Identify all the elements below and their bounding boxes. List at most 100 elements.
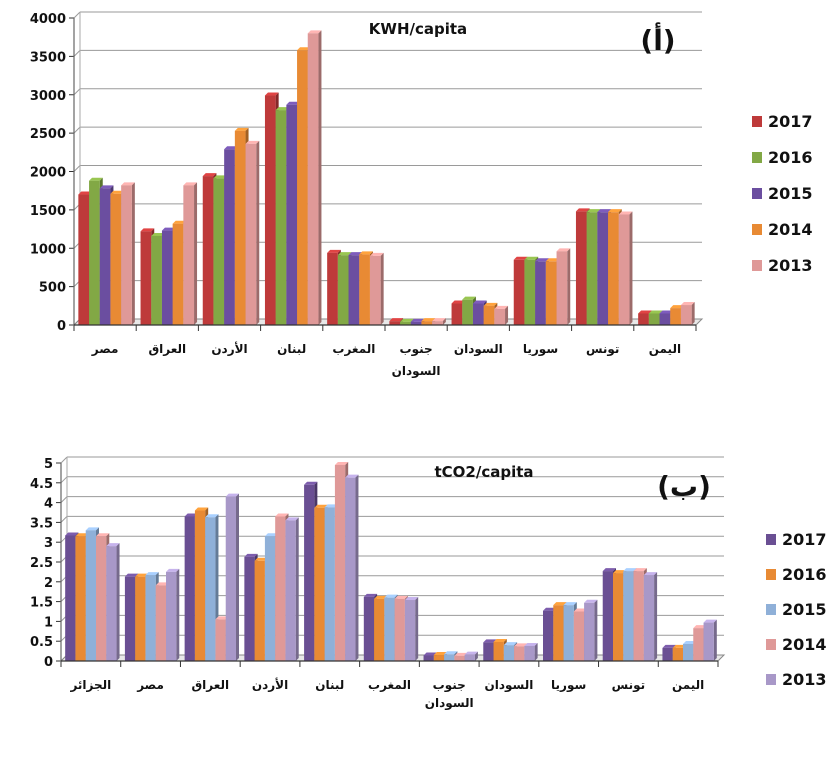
kwh-bar-top xyxy=(245,140,260,144)
co2-bar xyxy=(563,605,574,661)
co2-bar-top xyxy=(584,599,598,603)
kwh-bar xyxy=(213,178,225,325)
kwh-bar-top xyxy=(297,47,311,51)
co2-bar-side xyxy=(176,568,180,661)
co2-bar xyxy=(703,622,714,661)
kwh-bar-side xyxy=(194,182,198,325)
kwh-bar-top xyxy=(161,227,176,231)
kwh-grid-diag xyxy=(73,165,81,172)
kwh-bar xyxy=(432,321,443,325)
co2-bar xyxy=(394,598,405,661)
co2-category-label: مصر xyxy=(136,678,164,692)
kwh-bar-top xyxy=(286,101,301,105)
kwh-bar xyxy=(575,211,587,325)
kwh-y-tick-label: 2000 xyxy=(30,166,66,181)
co2-bar-top xyxy=(205,514,219,518)
co2-bar xyxy=(324,507,335,661)
co2-grid-diag xyxy=(60,516,68,523)
co2-bar-top xyxy=(693,625,707,629)
kwh-y-tick-label: 4000 xyxy=(30,12,66,27)
kwh-chart-title: KWH/capita xyxy=(369,20,467,38)
co2-y-tick-label: 2.5 xyxy=(30,556,53,571)
kwh-bar-side xyxy=(380,252,384,325)
kwh-bar-top xyxy=(400,318,414,322)
co2-bar xyxy=(275,516,286,661)
co2-bar-top xyxy=(264,533,279,537)
co2-grid-diag xyxy=(60,456,68,464)
co2-category-label: لبنان xyxy=(315,678,344,692)
co2-legend-swatch xyxy=(766,674,776,685)
kwh-legend-label: 2014 xyxy=(768,220,813,239)
kwh-bar-side xyxy=(442,318,446,325)
kwh-bar-top xyxy=(421,318,436,322)
kwh-bar xyxy=(421,321,433,325)
kwh-bar-side xyxy=(256,140,260,325)
co2-bar xyxy=(423,655,434,661)
co2-category-label: الجزائر xyxy=(69,678,111,692)
co2-bar xyxy=(374,598,385,661)
kwh-bar xyxy=(110,193,122,325)
co2-bar-top xyxy=(166,568,180,572)
co2-bar-top xyxy=(384,594,398,598)
kwh-bar xyxy=(369,255,381,325)
kwh-bar-top xyxy=(307,30,322,34)
co2-y-tick-label: 4 xyxy=(44,497,53,512)
kwh-bar-top xyxy=(659,310,674,314)
co2-bar xyxy=(493,641,504,661)
kwh-bar-top xyxy=(608,209,622,213)
co2-bar xyxy=(643,575,655,661)
co2-bar-top xyxy=(244,553,258,557)
kwh-bar xyxy=(483,305,495,325)
co2-category-label: اليمن xyxy=(672,678,704,692)
co2-bar-side xyxy=(116,543,120,661)
co2-y-tick-label: 0.5 xyxy=(30,635,53,650)
kwh-legend-swatch xyxy=(752,188,762,199)
co2-bar-side xyxy=(236,493,240,661)
co2-bar-top xyxy=(503,642,518,646)
kwh-bar-top xyxy=(202,173,217,177)
co2-legend-swatch xyxy=(766,569,776,580)
co2-y-tick-label: 3.5 xyxy=(30,516,53,531)
kwh-bar xyxy=(245,143,257,325)
co2-bar xyxy=(85,530,97,661)
kwh-bar xyxy=(659,313,671,325)
co2-legend-swatch xyxy=(766,604,776,615)
kwh-bar xyxy=(151,235,162,325)
co2-category-label: المغرب xyxy=(368,678,411,692)
kwh-bar xyxy=(275,110,287,325)
co2-bar-top xyxy=(363,593,378,597)
kwh-bar-side xyxy=(318,30,322,325)
kwh-category-label: جنوب xyxy=(400,342,433,357)
kwh-bar-top xyxy=(327,249,341,253)
kwh-bar xyxy=(359,254,370,325)
kwh-bar-top xyxy=(638,310,652,314)
co2-bar-top xyxy=(184,513,198,517)
co2-bar-top xyxy=(602,568,616,572)
kwh-bar-top xyxy=(513,256,528,260)
co2-bar xyxy=(135,576,146,661)
kwh-bar xyxy=(670,308,681,325)
co2-bar-top xyxy=(85,527,100,531)
co2-bar-side xyxy=(654,572,658,661)
co2-bar-top xyxy=(225,493,240,497)
co2-bar xyxy=(633,571,644,661)
kwh-bar xyxy=(472,303,484,325)
kwh-bar xyxy=(400,321,411,325)
co2-bar xyxy=(363,596,375,661)
co2-bar xyxy=(194,510,206,661)
co2-bar-top xyxy=(285,517,299,521)
co2-bar-side xyxy=(474,651,478,661)
kwh-bar xyxy=(648,313,660,325)
kwh-y-tick-label: 1500 xyxy=(30,204,66,219)
kwh-legend-swatch xyxy=(752,116,762,127)
kwh-bar xyxy=(202,176,214,325)
co2-bar-top xyxy=(404,597,419,601)
co2-bar-top xyxy=(553,602,567,606)
kwh-bar-top xyxy=(359,251,373,255)
co2-category-label: السودان xyxy=(485,678,534,693)
kwh-bar xyxy=(535,261,546,325)
co2-y-tick-label: 4.5 xyxy=(30,477,53,492)
kwh-legend-swatch xyxy=(752,260,762,271)
co2-bar-top xyxy=(623,568,637,572)
